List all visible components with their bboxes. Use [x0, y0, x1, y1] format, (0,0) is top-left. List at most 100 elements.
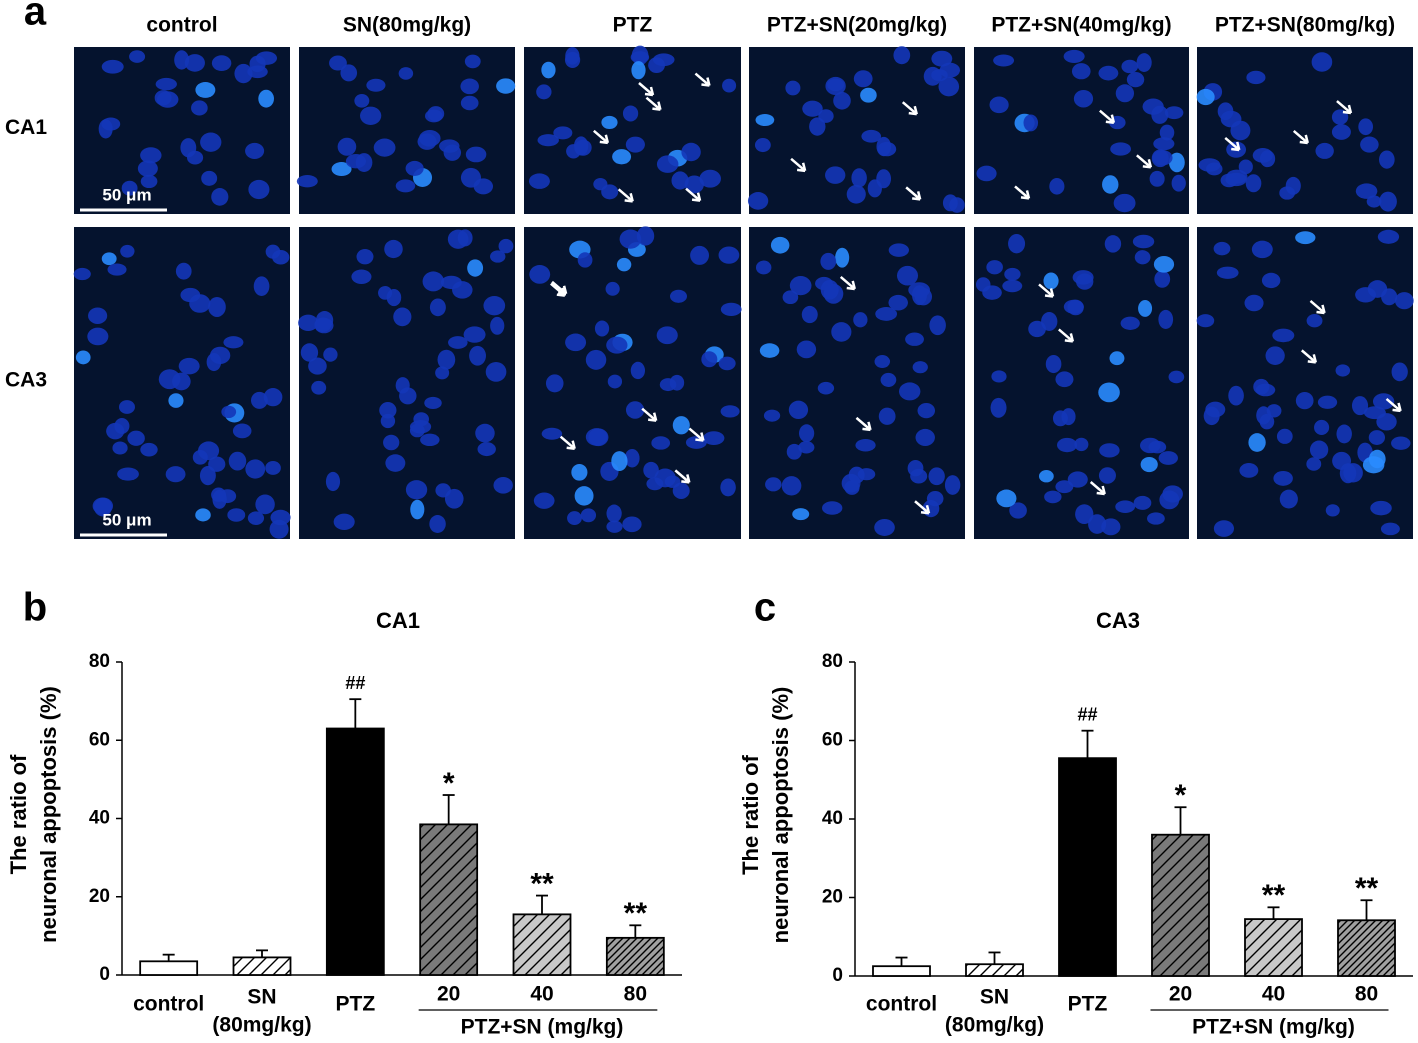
nucleus — [747, 192, 769, 210]
nucleus — [1273, 470, 1293, 486]
y-axis-label: neuronal appoptosis (%) — [768, 687, 793, 944]
nucleus — [669, 374, 685, 391]
group-label: PTZ+SN (mg/kg) — [461, 1016, 624, 1039]
nucleus — [931, 69, 948, 82]
nucleus — [1276, 428, 1293, 444]
nucleus — [178, 357, 200, 375]
nucleus — [443, 144, 462, 161]
nucleus — [875, 307, 898, 321]
arrow — [790, 157, 807, 173]
arrow — [1385, 397, 1402, 413]
nucleus — [1140, 456, 1158, 473]
nucleus — [1366, 195, 1382, 208]
nucleus — [379, 402, 397, 419]
nucleus — [1377, 229, 1400, 244]
nucleus — [798, 441, 815, 454]
nucleus — [378, 286, 393, 300]
nucleus — [876, 169, 892, 189]
nucleus — [247, 511, 265, 525]
nucleus — [155, 77, 177, 91]
nucleus — [818, 109, 834, 123]
arrow — [1309, 300, 1326, 315]
x-tick-label: 80 — [1355, 983, 1378, 1006]
nucleus — [703, 431, 725, 445]
nucleus — [786, 443, 802, 460]
nucleus — [209, 346, 231, 365]
nucleus — [373, 138, 396, 157]
x-tick-label: 40 — [1262, 983, 1285, 1006]
nucleus — [168, 393, 184, 408]
nucleus — [1336, 424, 1352, 444]
arrow — [593, 129, 610, 145]
nucleus — [475, 423, 495, 443]
y-tick-label: 40 — [89, 808, 110, 829]
x-tick-label: (80mg/kg) — [945, 1014, 1044, 1037]
nucleus — [189, 294, 211, 313]
nucleus — [221, 405, 237, 419]
bar — [872, 965, 931, 977]
nucleus — [701, 351, 718, 368]
nucleus — [1358, 118, 1374, 136]
nucleus — [460, 95, 479, 111]
nucleus — [1306, 314, 1323, 328]
nucleus — [822, 501, 843, 515]
significance-label: ** — [1262, 879, 1286, 912]
nucleus — [630, 51, 650, 64]
nucleus — [422, 271, 445, 292]
nucleus — [541, 427, 563, 440]
nucleus — [619, 229, 642, 249]
nucleus — [763, 409, 781, 422]
nucleus — [1266, 404, 1282, 418]
significance-label: ** — [530, 867, 554, 900]
nucleus — [245, 459, 266, 479]
x-tick-label: 20 — [1169, 983, 1192, 1006]
nucleus — [298, 314, 319, 332]
nucleus — [405, 160, 424, 176]
nucleus — [98, 119, 113, 139]
nucleus — [165, 466, 186, 483]
x-tick-label: control — [133, 993, 204, 1016]
arrow — [855, 416, 872, 432]
column-label: PTZ+SN(40mg/kg) — [991, 14, 1171, 37]
nucleus — [928, 467, 945, 486]
nucleus — [607, 374, 623, 389]
nucleus — [788, 400, 809, 420]
nucleus — [601, 115, 618, 130]
nucleus — [1394, 292, 1414, 310]
nucleus — [129, 50, 146, 63]
nucleus — [699, 169, 721, 188]
nucleus — [1055, 371, 1074, 388]
nucleus — [593, 177, 608, 191]
nucleus — [1151, 105, 1169, 124]
y-tick-label: 60 — [822, 730, 843, 751]
nucleus — [577, 252, 593, 268]
nucleus — [1205, 401, 1226, 418]
nucleus — [917, 403, 936, 419]
nucleus — [1168, 370, 1185, 384]
nucleus — [331, 162, 352, 177]
y-tick-label: 60 — [89, 729, 110, 750]
nucleus — [796, 340, 817, 359]
nucleus — [567, 511, 582, 526]
nucleus — [1162, 485, 1183, 503]
bar — [1058, 757, 1117, 977]
nucleus — [718, 246, 740, 264]
nucleus — [841, 473, 861, 493]
nucleus — [809, 117, 826, 136]
nucleus — [117, 467, 139, 481]
nucleus — [759, 343, 780, 358]
nucleus — [1295, 231, 1316, 245]
nucleus — [585, 428, 608, 446]
nucleus — [605, 281, 620, 296]
nucleus — [631, 61, 646, 80]
nucleus — [915, 428, 935, 447]
nucleus — [1230, 120, 1251, 141]
nucleus — [1164, 106, 1184, 120]
nucleus — [820, 252, 837, 270]
nucleus — [127, 430, 145, 446]
nucleus — [624, 448, 640, 468]
nucleus — [782, 290, 799, 305]
panel-label: c — [754, 586, 776, 630]
nucleus — [101, 252, 117, 266]
nucleus — [1098, 65, 1119, 81]
